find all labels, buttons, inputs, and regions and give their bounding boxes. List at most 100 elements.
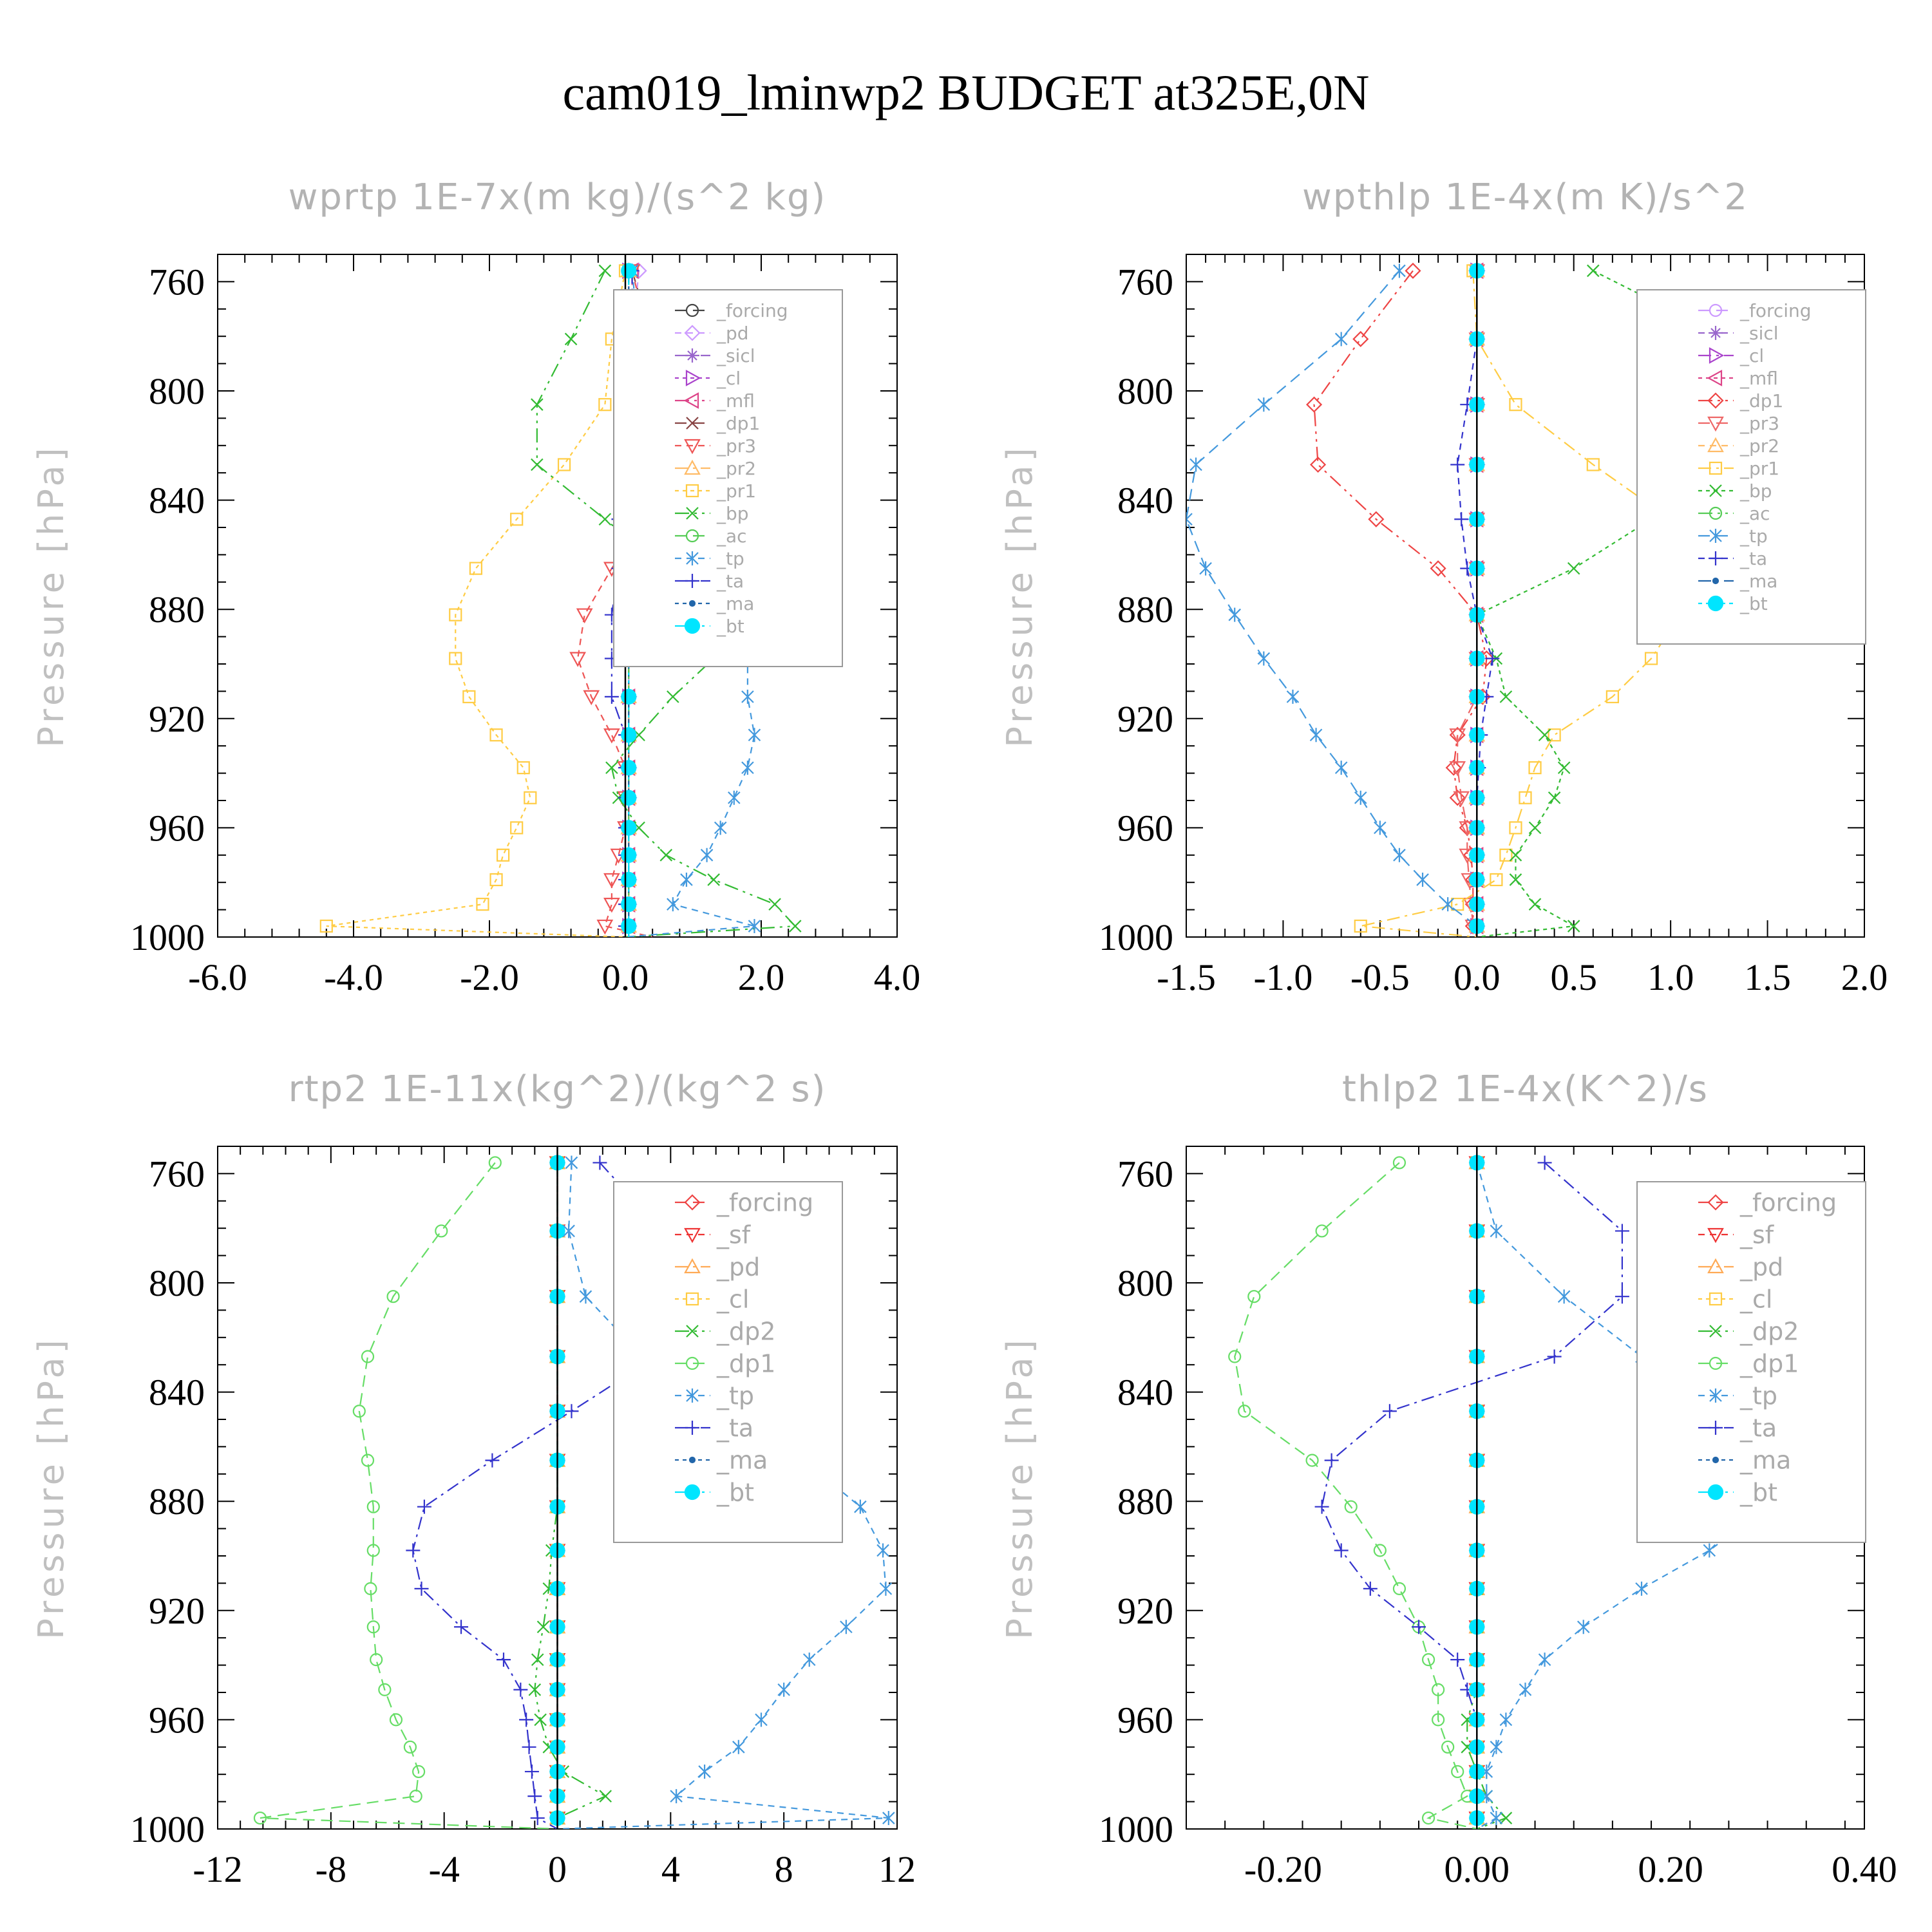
plot-frame [217,254,898,938]
legend-label: _pr3 [1739,413,1779,434]
legend-label: _tp [716,1381,754,1410]
series-line [1313,270,1488,937]
data-point [454,1620,469,1634]
data-point [417,1499,431,1514]
series-dp1 [1306,262,1495,937]
x-tick-label: -2.0 [460,956,519,998]
legend-item: _ma [675,593,754,614]
y-tick-label: 800 [1117,370,1173,412]
y-tick-label: 1000 [130,1808,205,1850]
data-point [1238,1405,1251,1418]
y-tick-label: 840 [1117,480,1173,522]
data-point [1392,1582,1406,1595]
data-point [1374,820,1387,835]
series-line [326,270,627,937]
data-point [728,790,741,805]
y-tick-label: 920 [1117,1590,1173,1632]
legend-label: _dp2 [1739,1317,1799,1345]
legend-marker [684,325,701,341]
data-point [1538,728,1551,742]
legend-label: _dp2 [716,1317,775,1345]
data-point [1499,1712,1513,1727]
data-point [435,1224,448,1238]
data-point [1441,897,1454,912]
series-line [534,1162,607,1829]
data-point [366,1620,380,1634]
legend-marker [1709,1292,1723,1306]
data-point [569,652,587,667]
data-point [361,1454,375,1467]
legend-item: _ac [1698,503,1770,524]
data-point [1368,511,1385,527]
x-tick-label: -1.5 [1157,956,1216,998]
data-point [366,1500,380,1513]
legend-label: _pr1 [1739,458,1779,479]
legend-marker [1707,416,1724,432]
data-point [1416,872,1429,887]
y-tick-label: 880 [1117,1481,1173,1522]
legend-item: _ta [1698,548,1767,569]
data-point [409,1790,422,1803]
data-point [412,1765,426,1779]
data-point [1421,1653,1435,1667]
data-point [531,1653,544,1666]
data-point [1445,759,1462,776]
x-tick-label: -0.20 [1244,1848,1322,1890]
data-point [1490,1224,1503,1238]
legend-label: _ta [716,571,744,592]
data-point [1605,690,1619,703]
data-point [714,820,727,835]
legend-item: _tp [1698,526,1768,547]
series-tp [1186,263,1484,937]
data-point [1228,607,1241,622]
legend-label: _bt [716,616,744,637]
legend-marker [686,1325,699,1338]
legend-label: _bt [716,1478,754,1506]
legend-item: _pd [675,323,749,344]
y-tick-label: 880 [1117,589,1173,630]
legend-item: _cl [675,1285,749,1313]
legend-label: _pd [716,1253,760,1281]
series-line [1457,270,1493,937]
legend-label: _ac [716,526,747,547]
legend-marker [1707,595,1724,612]
legend-marker [684,1194,701,1211]
series-pr1 [319,264,632,937]
data-point [876,1543,889,1558]
data-point [496,1653,511,1667]
x-tick-label: 0.40 [1832,1848,1897,1890]
legend-marker [1709,326,1723,340]
data-point [527,1789,542,1804]
y-tick-label: 960 [149,807,205,849]
legend-label: _pd [716,323,749,344]
data-point [319,919,333,933]
data-point [1557,1289,1571,1304]
y-tick-label: 1000 [130,916,205,958]
y-tick-label: 760 [1117,1153,1173,1195]
legend-label: _dp1 [1739,390,1783,412]
data-point [621,790,637,806]
legend-label: _ta [716,1414,753,1442]
data-point [1528,898,1542,911]
data-point [777,1682,790,1697]
data-point [1310,456,1327,473]
legend-item: _pd [1698,1253,1783,1281]
legend-marker [685,303,699,317]
data-point [1354,919,1367,933]
data-point [1430,560,1446,577]
data-point [536,1620,550,1634]
data-point [1703,1543,1716,1558]
panel-1: wprtp 1E-7x(m kg)/(s^2 kg) Pressure [hPa]… [31,176,920,998]
data-point [732,1739,745,1754]
legend-item: _dp1 [1698,1349,1799,1378]
data-point [449,652,462,665]
data-point [579,1289,592,1304]
data-point [522,1739,536,1754]
legend-item: _ta [675,1414,753,1442]
panel-3: rtp2 1E-11x(kg^2)/(kg^2 s) Pressure [hPa]… [31,1068,916,1890]
legend-item: _pr1 [675,480,756,502]
x-tick-label: -4.0 [324,956,383,998]
panels: wprtp 1E-7x(m kg)/(s^2 kg) Pressure [hPa]… [31,176,1897,1890]
legend-item: _ta [675,571,744,592]
data-point [564,1404,579,1419]
